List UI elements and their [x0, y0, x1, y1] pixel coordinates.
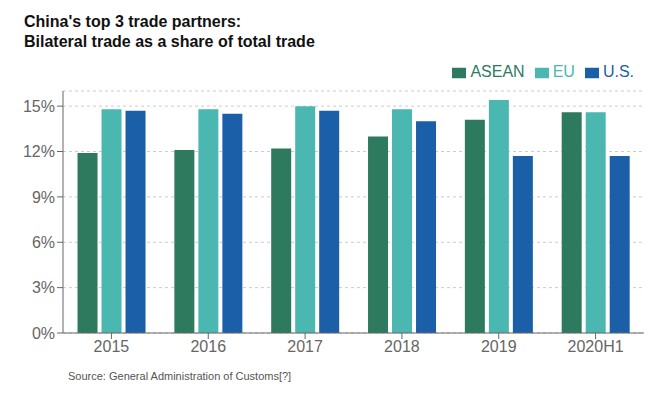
svg-text:2020H1: 2020H1: [568, 338, 624, 355]
svg-text:2017: 2017: [287, 338, 323, 355]
html-text:EU: EU: [552, 63, 575, 80]
svg-text:2016: 2016: [190, 338, 226, 355]
html-text:Bilateral trade as a share of: Bilateral trade as a share of total trad…: [24, 33, 315, 50]
svg-text:6%: 6%: [32, 234, 55, 251]
svg-text:3%: 3%: [32, 279, 55, 296]
svg-text:2015: 2015: [94, 338, 130, 355]
svg-text:9%: 9%: [32, 189, 55, 206]
svg-text:2018: 2018: [384, 338, 420, 355]
html-text:ASEAN: ASEAN: [470, 63, 525, 80]
svg-text:2019: 2019: [481, 338, 517, 355]
html-text:China's top 3 trade partners:: China's top 3 trade partners:: [24, 13, 242, 30]
html-text:U.S.: U.S.: [602, 63, 634, 80]
html-text:Source: General Administration: Source: General Administration of Custom…: [68, 370, 292, 382]
svg-text:15%: 15%: [23, 98, 55, 115]
svg-text:12%: 12%: [23, 143, 55, 160]
svg-text:0%: 0%: [32, 325, 55, 342]
